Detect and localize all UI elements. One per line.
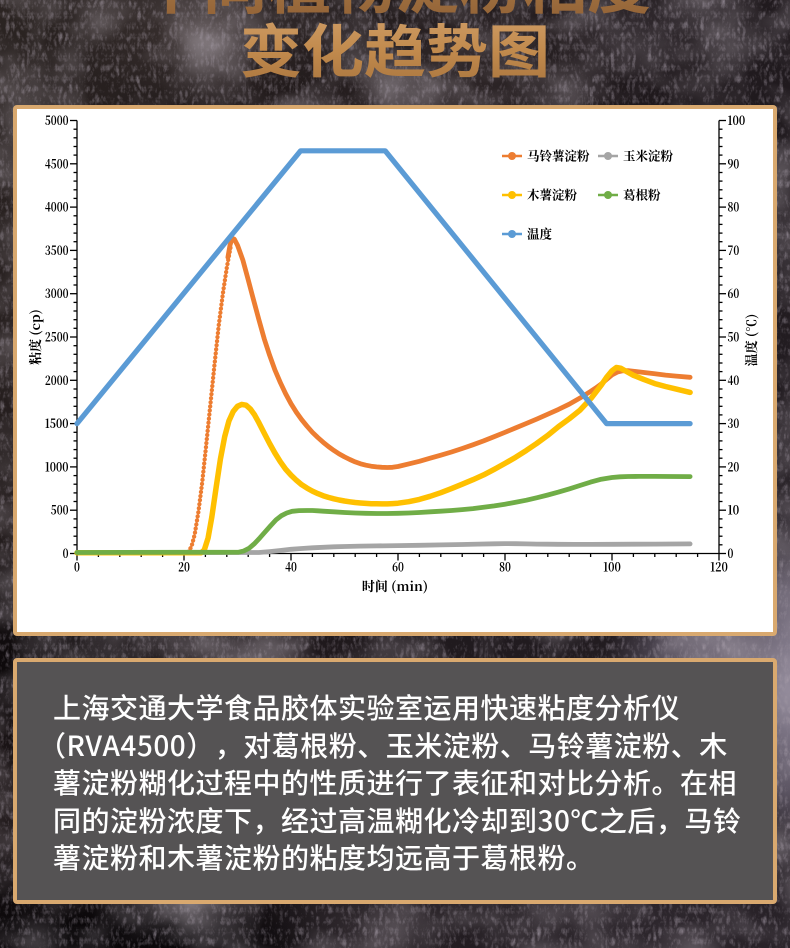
svg-text:葛根粉: 葛根粉: [623, 186, 661, 204]
svg-text:马铃薯淀粉: 马铃薯淀粉: [527, 147, 590, 165]
svg-text:10: 10: [728, 500, 740, 519]
svg-text:4000: 4000: [45, 197, 69, 216]
svg-text:500: 500: [51, 500, 69, 519]
svg-text:60: 60: [728, 283, 740, 302]
svg-text:90: 90: [728, 153, 740, 172]
svg-text:0: 0: [74, 557, 80, 576]
svg-text:80: 80: [728, 197, 740, 216]
svg-text:2000: 2000: [45, 370, 69, 389]
svg-text:温度: 温度: [527, 225, 553, 243]
svg-text:粘度 (cp): 粘度 (cp): [25, 309, 44, 365]
svg-text:0: 0: [728, 543, 734, 562]
svg-text:5000: 5000: [45, 110, 69, 129]
svg-text:70: 70: [728, 240, 740, 259]
svg-text:1500: 1500: [45, 413, 69, 432]
svg-text:120: 120: [710, 557, 728, 576]
svg-text:1000: 1000: [45, 456, 69, 475]
svg-text:3000: 3000: [45, 283, 69, 302]
svg-text:80: 80: [499, 557, 511, 576]
svg-text:2500: 2500: [45, 327, 69, 346]
svg-text:时间 (min): 时间 (min): [362, 576, 428, 595]
svg-text:40: 40: [728, 370, 740, 389]
svg-text:木薯淀粉: 木薯淀粉: [527, 186, 578, 204]
svg-text:100: 100: [603, 557, 621, 576]
svg-text:100: 100: [728, 110, 746, 129]
svg-text:40: 40: [285, 557, 297, 576]
svg-text:20: 20: [728, 456, 740, 475]
svg-text:温度 (℃): 温度 (℃): [741, 314, 760, 367]
svg-text:30: 30: [728, 413, 740, 432]
svg-text:20: 20: [178, 557, 190, 576]
svg-text:4500: 4500: [45, 153, 69, 172]
svg-text:50: 50: [728, 327, 740, 346]
svg-text:玉米淀粉: 玉米淀粉: [623, 147, 674, 165]
svg-text:60: 60: [392, 557, 404, 576]
svg-text:3500: 3500: [45, 240, 69, 259]
svg-text:0: 0: [63, 543, 69, 562]
